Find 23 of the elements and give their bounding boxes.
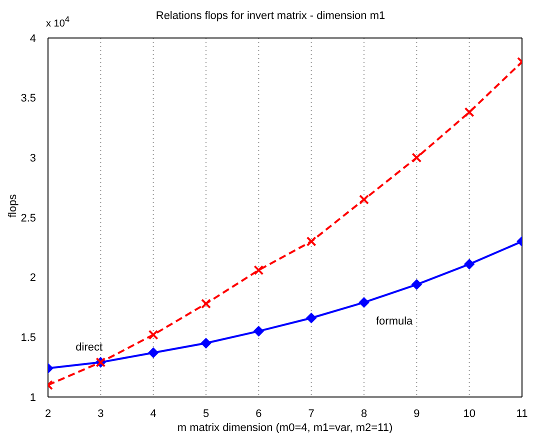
x-tick-label: 10 xyxy=(463,408,476,420)
x-tick-label: 6 xyxy=(256,408,262,420)
y-tick-label: 1 xyxy=(30,392,36,404)
text: x 10$^{4}$ xyxy=(46,14,70,30)
x-tick-label: 3 xyxy=(98,408,104,420)
y-tick-label: 4 xyxy=(30,32,36,45)
series-label: formula xyxy=(376,315,414,328)
x-tick-label: 4 xyxy=(150,408,156,420)
series-label: direct xyxy=(76,341,103,354)
y-tick-label: 2 xyxy=(30,272,36,284)
y-tick-label: 2.5 xyxy=(20,212,36,224)
y-tick-label: 1.5 xyxy=(20,332,36,344)
x-axis-title: m matrix dimension (m0=4, m1=var, m2=11) xyxy=(177,422,393,434)
y-tick-label: 3.5 xyxy=(20,92,36,105)
x-tick-label: 2 xyxy=(44,408,52,420)
x-tick-label: 9 xyxy=(414,408,420,420)
y-axis-title: flops xyxy=(6,194,19,218)
x-tick-label: 5 xyxy=(202,408,210,420)
x-tick-label: 11 xyxy=(516,408,528,420)
y-tick-label: 3 xyxy=(30,152,36,165)
x-tick-label: 7 xyxy=(308,408,314,420)
x-tick-label: 8 xyxy=(360,408,368,420)
chart-title: Relations flops for invert matrix - dimension m1 xyxy=(156,10,386,22)
